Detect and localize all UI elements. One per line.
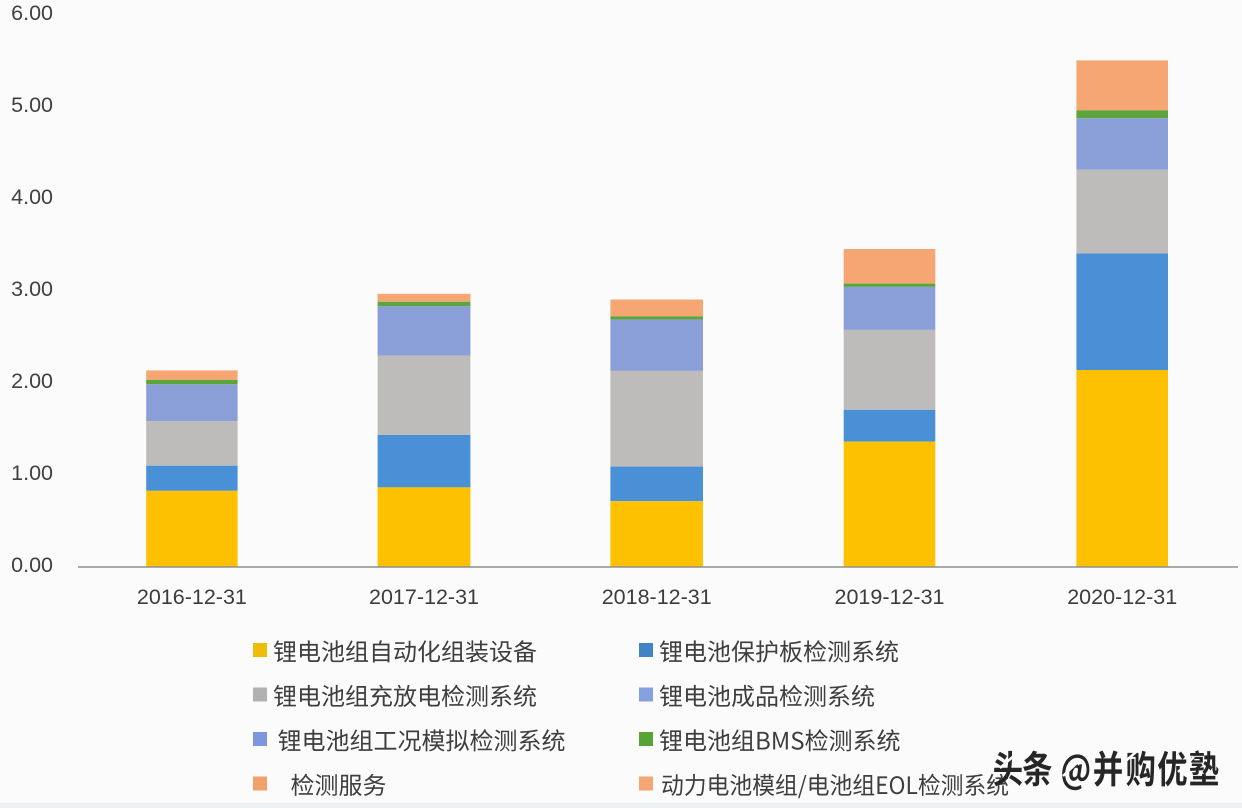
svg-text:2020-12-31: 2020-12-31 <box>1067 585 1177 609</box>
svg-text:6.00: 6.00 <box>11 1 53 25</box>
svg-text:2017-12-31: 2017-12-31 <box>369 585 479 609</box>
svg-text:3.00: 3.00 <box>11 277 53 301</box>
svg-text:2016-12-31: 2016-12-31 <box>137 585 247 609</box>
svg-text:4.00: 4.00 <box>11 185 53 209</box>
svg-text:0.00: 0.00 <box>11 553 53 577</box>
svg-text:5.00: 5.00 <box>11 93 53 117</box>
svg-text:2.00: 2.00 <box>11 369 53 393</box>
svg-text:2019-12-31: 2019-12-31 <box>835 585 945 609</box>
svg-text:2018-12-31: 2018-12-31 <box>602 585 712 609</box>
svg-text:1.00: 1.00 <box>11 461 53 485</box>
